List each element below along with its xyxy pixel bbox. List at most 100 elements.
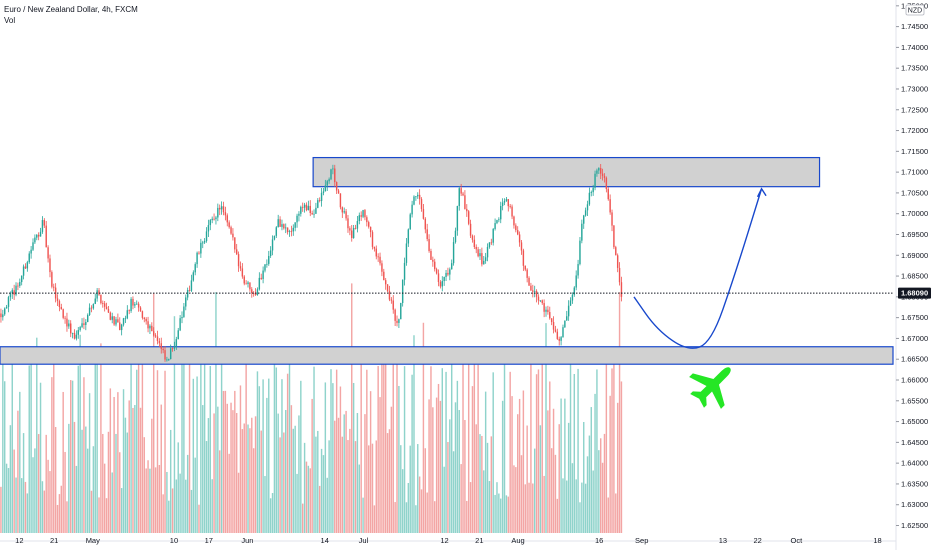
volume-bar [573, 373, 576, 533]
volume-bar [439, 400, 442, 533]
volume-bar [615, 493, 617, 533]
candle-body [94, 298, 96, 304]
volume-bar [354, 441, 357, 533]
candle-body [422, 209, 425, 219]
volume-bar [273, 361, 276, 533]
volume-bar [158, 464, 161, 533]
candle-body [360, 215, 362, 217]
volume-bar [481, 435, 483, 533]
candle-body [377, 256, 379, 258]
candle-body [352, 227, 355, 239]
candle-body [256, 289, 259, 296]
candle-body [383, 271, 385, 281]
volume-bar [320, 448, 323, 533]
candle-body [58, 301, 61, 308]
y-tick-label: 1.70000 [901, 209, 928, 218]
volume-bar [511, 396, 513, 533]
volume-bar [328, 440, 330, 533]
volume-bar [185, 479, 187, 533]
candle-body [483, 260, 485, 265]
volume-bar [541, 359, 543, 533]
volume-bar [424, 448, 427, 533]
candle-body [5, 306, 8, 309]
candle-body [290, 231, 293, 233]
candle-body [417, 194, 419, 197]
volume-bar [120, 488, 123, 533]
candle-body [473, 239, 476, 247]
candle-body [168, 359, 170, 360]
currency-badge[interactable] [905, 4, 925, 16]
volume-bar [379, 397, 381, 533]
volume-bar [599, 438, 602, 533]
candle-body [611, 212, 613, 226]
candle-body [286, 227, 289, 233]
volume-bar [47, 459, 49, 533]
volume-bar [256, 371, 259, 533]
volume-bar [156, 370, 159, 533]
x-tick-label: 14 [321, 536, 329, 545]
volume-bar [601, 462, 604, 533]
x-tick-label: Oct [791, 536, 804, 545]
candle-body [254, 293, 257, 296]
y-tick-label: 1.74000 [901, 43, 928, 52]
candle-body [288, 231, 291, 233]
volume-bar [441, 368, 443, 533]
candle-body [220, 206, 223, 210]
candle-body [500, 205, 502, 220]
candle-body [177, 330, 179, 340]
candle-body [147, 321, 149, 329]
volume-bar [105, 498, 108, 533]
volume-bar [571, 463, 574, 533]
candle-body [219, 207, 221, 210]
candle-body [588, 192, 591, 205]
volume-bar [241, 429, 244, 533]
volume-bar [268, 378, 270, 533]
volume-bar [547, 410, 549, 533]
volume-bar [220, 362, 223, 533]
volume-bar [169, 429, 172, 533]
y-tick-label: 1.65000 [901, 417, 928, 426]
volume-bar [234, 390, 236, 533]
volume-bar [526, 425, 528, 533]
candle-body [41, 220, 44, 232]
volume-bar [345, 410, 347, 533]
volume-bar [428, 399, 430, 533]
volume-bar [285, 410, 287, 533]
volume-bar [288, 364, 291, 533]
volume-bar [352, 382, 355, 533]
volume-bar [366, 369, 368, 533]
volume-bar [407, 482, 410, 533]
candle-body [394, 309, 396, 321]
candle-body [49, 258, 51, 273]
candle-body [458, 188, 460, 207]
candle-body [217, 207, 219, 218]
candle-body [426, 229, 428, 240]
candle-body [152, 331, 155, 336]
volume-bar [58, 494, 61, 533]
volume-bar [179, 473, 181, 533]
candle-body [279, 219, 281, 227]
candle-body [75, 334, 78, 339]
volume-bar [128, 400, 130, 533]
volume-bar [415, 505, 417, 533]
candle-body [264, 264, 266, 271]
candle-body [494, 223, 496, 229]
volume-bar [335, 369, 338, 533]
chart-title: Euro / New Zealand Dollar, 4h, FXCM [4, 5, 138, 14]
volume-bar [492, 372, 494, 533]
candle-body [47, 247, 49, 259]
volume-bar [26, 493, 29, 533]
candle-body [235, 249, 238, 255]
candle-body [211, 218, 213, 221]
candle-body [252, 293, 255, 294]
volume-bar [202, 405, 204, 533]
candle-body [56, 298, 59, 302]
volume-bar [177, 442, 179, 533]
volume-bar [381, 348, 383, 533]
x-tick-label: 21 [50, 536, 58, 545]
candle-body [364, 210, 366, 218]
candle-body [590, 192, 592, 193]
volume-bar [92, 446, 95, 533]
volume-bar [109, 388, 112, 533]
